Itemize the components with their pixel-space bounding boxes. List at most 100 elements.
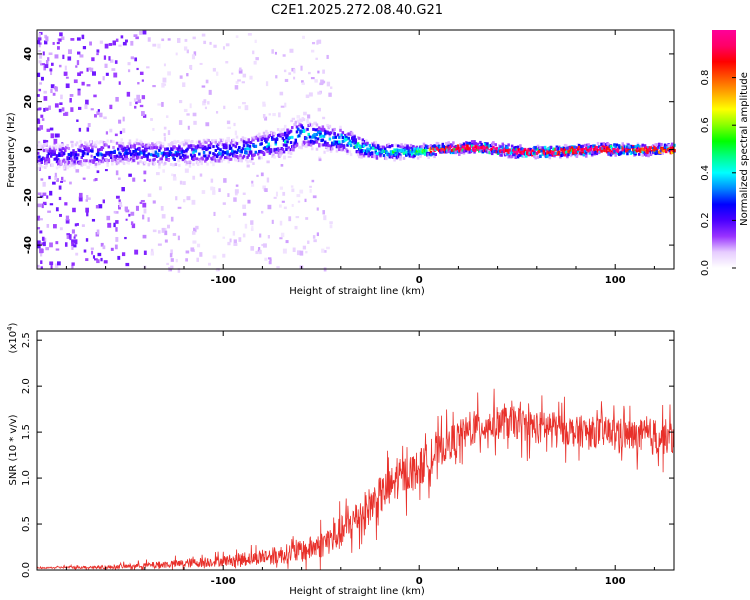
- spectrogram-cell: [405, 150, 408, 154]
- spectrogram-noise-cell: [222, 46, 225, 50]
- spectrogram-noise-cell: [262, 113, 266, 119]
- spectrogram-noise-cell: [74, 223, 78, 227]
- spectrogram-cell: [399, 144, 402, 148]
- spectrogram-noise-cell: [91, 71, 96, 76]
- spectrogram-cell: [128, 141, 132, 145]
- spectrogram-cell: [326, 123, 329, 127]
- spectrogram-cell: [548, 148, 552, 152]
- spectrogram-cell: [549, 145, 553, 149]
- spectrogram-cell: [286, 133, 289, 137]
- spectrogram-cell: [93, 158, 96, 162]
- spectrogram-noise-cell: [52, 181, 56, 185]
- spectrogram-noise-cell: [129, 101, 132, 106]
- spectrogram-cell: [223, 151, 227, 155]
- spectrogram-cell: [607, 143, 610, 147]
- spectrogram-cell: [241, 136, 245, 140]
- spectrogram-cell: [172, 156, 175, 160]
- spectrogram-noise-cell: [87, 197, 91, 200]
- colorbar-tick-label: 0.0: [700, 260, 711, 276]
- spectrogram-cell: [314, 121, 318, 125]
- spectrogram-noise-cell: [196, 257, 199, 262]
- spectrogram-noise-cell: [115, 38, 119, 42]
- spectrogram-noise-cell: [55, 207, 59, 212]
- spectrogram-noise-cell: [320, 79, 324, 85]
- spectrogram-cell: [51, 149, 54, 153]
- spectrogram-cell: [147, 163, 151, 167]
- spectrogram-cell: [203, 145, 207, 149]
- spectrogram-cell: [129, 157, 133, 161]
- spectrogram-noise-cell: [37, 127, 41, 131]
- spectrogram-cell: [486, 142, 489, 146]
- spectrogram-noise-cell: [328, 133, 331, 138]
- spectrogram-noise-cell: [70, 140, 74, 144]
- spectrogram-cell: [40, 160, 44, 164]
- spectrogram-cell: [450, 143, 454, 147]
- spectrogram-cell: [534, 156, 537, 160]
- spectrogram-noise-cell: [262, 103, 266, 107]
- spectrogram-noise-cell: [244, 223, 248, 229]
- spectrogram-noise-cell: [86, 211, 89, 217]
- spectrogram-cell: [241, 147, 245, 151]
- spectrogram-cell: [298, 134, 301, 138]
- spectrogram-noise-cell: [85, 199, 88, 202]
- spectrogram-cell: [159, 141, 162, 145]
- spectrogram-cell: [49, 154, 53, 158]
- spectrogram-noise-cell: [69, 97, 72, 103]
- spectrogram-noise-cell: [104, 43, 109, 49]
- spectrogram-cell: [407, 149, 410, 153]
- spectrogram-cell: [104, 154, 107, 158]
- spectrogram-cell: [272, 137, 275, 141]
- spectrogram-cell: [554, 151, 557, 155]
- spectrogram-cell: [295, 125, 299, 129]
- spectrogram-cell: [233, 150, 236, 154]
- spectrogram-noise-cell: [139, 201, 143, 204]
- spectrogram-noise-cell: [38, 44, 41, 48]
- spectrogram-cell: [418, 149, 421, 153]
- spectrogram-cell: [354, 139, 358, 143]
- spectrogram-cell: [632, 146, 635, 150]
- spectrogram-cell: [133, 143, 136, 147]
- spectrogram-cell: [385, 157, 388, 161]
- spectrogram-cell: [100, 153, 104, 157]
- spectrogram-cell: [322, 134, 326, 138]
- spectrogram-noise-cell: [271, 219, 274, 224]
- spectrogram-noise-cell: [201, 85, 206, 88]
- spectrogram-noise-cell: [256, 174, 259, 177]
- spectrogram-cell: [506, 149, 509, 153]
- spectrogram-noise-cell: [157, 230, 161, 234]
- spectrogram-cell: [274, 140, 278, 144]
- spectrogram-cell: [196, 144, 200, 148]
- spectrogram-cell: [536, 155, 540, 159]
- spectrogram-noise-cell: [109, 128, 113, 133]
- spectrogram-cell: [45, 161, 48, 165]
- spectrogram-cell: [468, 147, 472, 151]
- spectrogram-cell: [309, 143, 313, 147]
- spectrogram-noise-cell: [108, 43, 113, 46]
- spectrogram-cell: [37, 166, 40, 170]
- spectrogram-cell: [470, 144, 474, 148]
- spectrogram-cell: [79, 160, 82, 164]
- spectrogram-cell: [91, 145, 94, 149]
- spectrogram-noise-cell: [316, 232, 319, 237]
- spectrogram-cell: [126, 145, 129, 149]
- spectrogram-noise-cell: [317, 107, 321, 112]
- spectrogram-noise-cell: [40, 63, 43, 66]
- spectrogram-noise-cell: [42, 181, 46, 187]
- spectrogram-cell: [595, 152, 599, 156]
- spectrogram-cell: [527, 153, 530, 157]
- spectrogram-cell: [187, 139, 191, 143]
- spectrogram-noise-cell: [310, 77, 315, 80]
- spectrogram-noise-cell: [179, 100, 183, 103]
- spectrogram-noise-cell: [57, 46, 60, 50]
- spectrogram-noise-cell: [38, 60, 42, 64]
- snr-frame: [36, 330, 675, 571]
- spectrogram-cell: [105, 143, 108, 147]
- spectrogram-cell: [519, 149, 522, 153]
- spectrogram-noise-cell: [223, 178, 227, 183]
- spectrogram-cell: [547, 151, 550, 155]
- spectrogram-cell: [38, 144, 41, 148]
- spectrogram-cell: [181, 140, 185, 144]
- spectrogram-cell: [235, 150, 239, 154]
- spectrogram-cell: [238, 155, 241, 159]
- spectrogram-cell: [370, 155, 374, 159]
